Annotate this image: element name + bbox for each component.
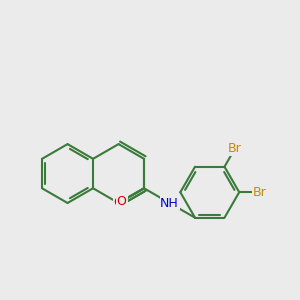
Text: O: O xyxy=(114,196,124,209)
Text: NH: NH xyxy=(160,196,179,209)
Text: O: O xyxy=(116,195,126,208)
Text: Br: Br xyxy=(228,142,242,155)
Text: O: O xyxy=(117,194,127,207)
Text: Br: Br xyxy=(253,186,267,199)
